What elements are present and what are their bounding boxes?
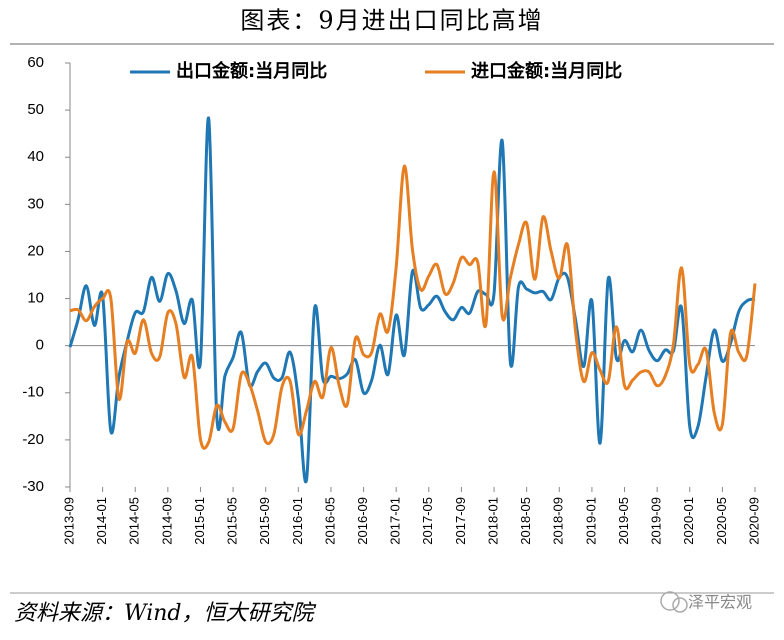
x-tick-label: 2017-05	[420, 497, 435, 545]
legend-label: 进口金额:当月同比	[471, 60, 622, 82]
chart-title: 图表：9月进出口同比高增	[240, 7, 543, 35]
y-tick-label: 50	[27, 101, 44, 118]
y-tick-label: -10	[22, 384, 44, 401]
watermark-icon	[660, 591, 680, 611]
x-tick-label: 2014-09	[159, 497, 174, 545]
source-note: 资料来源：Wind，恒大研究院	[14, 601, 317, 626]
watermark-icon	[672, 597, 688, 613]
x-tick-label: 2019-05	[616, 497, 631, 545]
y-tick-label: 20	[27, 242, 44, 259]
y-tick-label: -30	[22, 478, 44, 495]
x-tick-label: 2017-09	[453, 497, 468, 545]
x-tick-label: 2016-05	[322, 497, 337, 545]
x-tick-label: 2018-01	[485, 497, 500, 545]
x-tick-label: 2016-01	[290, 497, 305, 545]
x-tick-label: 2015-01	[192, 497, 207, 545]
x-tick-label: 2015-09	[257, 497, 272, 545]
y-tick-label: 40	[27, 148, 44, 165]
y-tick-label: 30	[27, 195, 44, 212]
x-tick-label: 2018-05	[518, 497, 533, 545]
x-tick-label: 2020-09	[746, 497, 761, 545]
x-tick-label: 2020-05	[714, 497, 729, 545]
watermark: 泽平宏观	[688, 593, 752, 612]
y-tick-label: 60	[27, 54, 44, 71]
x-tick-label: 2014-01	[94, 497, 109, 545]
series-line	[69, 164, 757, 450]
legend-label: 出口金额:当月同比	[176, 60, 327, 82]
y-tick-label: 10	[27, 290, 44, 307]
x-tick-label: 2017-01	[388, 497, 403, 545]
y-tick-label: -20	[22, 431, 44, 448]
x-tick-label: 2019-01	[583, 497, 598, 545]
x-tick-label: 2013-09	[61, 497, 76, 545]
x-tick-label: 2020-01	[681, 497, 696, 545]
y-tick-label: 0	[36, 337, 44, 354]
x-tick-label: 2016-09	[355, 497, 370, 545]
x-tick-label: 2015-05	[225, 497, 240, 545]
x-tick-label: 2014-05	[127, 497, 142, 545]
series-line	[68, 116, 756, 484]
x-tick-label: 2019-09	[649, 497, 664, 545]
x-tick-label: 2018-09	[551, 497, 566, 545]
